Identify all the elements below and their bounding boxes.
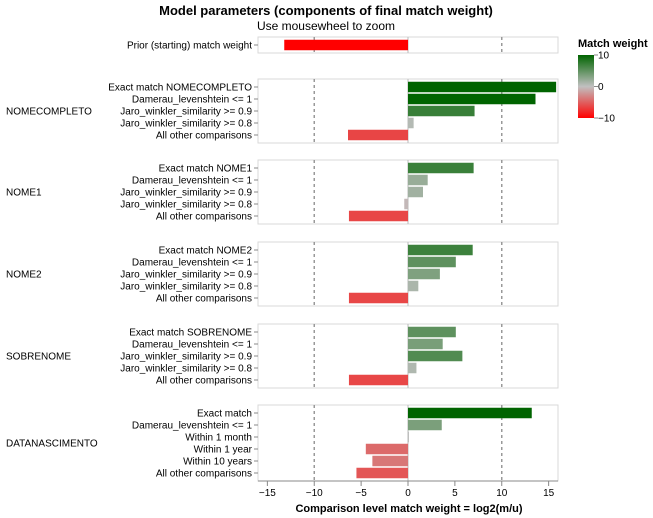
bar-label: Exact match NOME2	[159, 246, 253, 257]
bar	[408, 350, 463, 362]
group-label: NOME2	[6, 270, 42, 281]
bar	[408, 186, 423, 198]
x-tick-label: 10	[496, 488, 508, 499]
group-label: SOBRENOME	[6, 352, 71, 363]
x-tick-label: 0	[405, 488, 411, 499]
bar	[348, 292, 408, 304]
bar-label: All other comparisons	[156, 131, 252, 142]
bar-label: Damerau_levenshtein <= 1	[132, 340, 253, 351]
chart-subtitle: Use mousewheel to zoom	[257, 19, 395, 33]
legend-title: Match weight	[578, 38, 648, 50]
chart-title: Model parameters (components of final ma…	[159, 3, 493, 18]
bar	[348, 210, 408, 222]
bar-label: Jaro_winkler_similarity >= 0.9	[120, 270, 252, 281]
bar	[372, 455, 408, 467]
panel-sobrenome: Exact match SOBRENOMEDamerau_levenshtein…	[6, 323, 559, 389]
x-axis-title: Comparison level match weight = log2(m/u…	[295, 503, 522, 515]
bar-label: All other comparisons	[156, 376, 252, 387]
bar-label: Jaro_winkler_similarity >= 0.8	[120, 364, 252, 375]
bar	[408, 105, 475, 117]
bar-label: Within 1 month	[185, 433, 252, 444]
panel-prior: Prior (starting) match weight	[127, 36, 559, 54]
panels: Prior (starting) match weight Exact match…	[6, 36, 559, 482]
x-tick-label: −10	[306, 488, 323, 499]
x-tick-label: 5	[452, 488, 458, 499]
panel-nomecompleto: Exact match NOMECOMPLETODamerau_levensht…	[6, 78, 559, 144]
legend-tick-label: −10	[598, 114, 615, 125]
bar-label: Jaro_winkler_similarity >= 0.8	[120, 200, 252, 211]
bar-label: Jaro_winkler_similarity >= 0.8	[120, 119, 252, 130]
bar	[408, 362, 417, 374]
bar-label: All other comparisons	[156, 212, 252, 223]
x-axis: −15 −10 −5 0 5 10 15	[258, 480, 558, 499]
bar	[284, 39, 408, 51]
bar-label: Within 1 year	[194, 445, 253, 456]
bar-label: Jaro_winkler_similarity >= 0.9	[120, 188, 252, 199]
bar	[365, 443, 408, 455]
bar	[356, 467, 408, 479]
bar	[408, 162, 474, 174]
bar	[404, 198, 408, 210]
bar	[408, 93, 536, 105]
bar	[408, 280, 419, 292]
bar	[348, 129, 408, 141]
legend-tick-label: 0	[598, 82, 604, 93]
bar-label: All other comparisons	[156, 469, 252, 480]
bar-label: Damerau_levenshtein <= 1	[132, 176, 253, 187]
bar	[408, 268, 440, 280]
x-tick-label: 15	[543, 488, 555, 499]
bar	[408, 419, 442, 431]
bar-label: Jaro_winkler_similarity >= 0.9	[120, 107, 252, 118]
bar-label: Exact match SOBRENOME	[129, 328, 252, 339]
bar	[408, 117, 414, 129]
bar	[408, 431, 409, 443]
bar-label: Damerau_levenshtein <= 1	[132, 258, 253, 269]
legend-ticks: 10 0 −10	[594, 51, 615, 125]
bar-label: Damerau_levenshtein <= 1	[132, 421, 253, 432]
bar-label: Within 10 years	[183, 457, 252, 468]
bar-label: Exact match	[197, 409, 252, 420]
bar	[408, 338, 443, 350]
bar	[348, 374, 408, 386]
bar	[408, 174, 428, 186]
bar	[408, 244, 473, 256]
bar-label: All other comparisons	[156, 294, 252, 305]
bar	[408, 256, 456, 268]
bar	[408, 81, 557, 93]
bar-label: Prior (starting) match weight	[127, 41, 252, 52]
x-tick-label: −15	[259, 488, 276, 499]
group-label: NOME1	[6, 188, 42, 199]
bar-label: Jaro_winkler_similarity >= 0.8	[120, 282, 252, 293]
legend-tick-label: 10	[598, 51, 610, 62]
group-label: NOMECOMPLETO	[6, 107, 92, 118]
bar-label: Jaro_winkler_similarity >= 0.9	[120, 352, 252, 363]
bar-label: Exact match NOME1	[159, 164, 253, 175]
bar-label: Damerau_levenshtein <= 1	[132, 95, 253, 106]
bar-label: Exact match NOMECOMPLETO	[108, 83, 252, 94]
bar	[408, 407, 532, 419]
legend-gradient-bar	[578, 55, 594, 118]
x-tick-label: −5	[355, 488, 367, 499]
bar	[408, 326, 456, 338]
legend: Match weight 10 0 −10	[578, 38, 648, 125]
group-label: DATANASCIMENTO	[6, 439, 98, 450]
